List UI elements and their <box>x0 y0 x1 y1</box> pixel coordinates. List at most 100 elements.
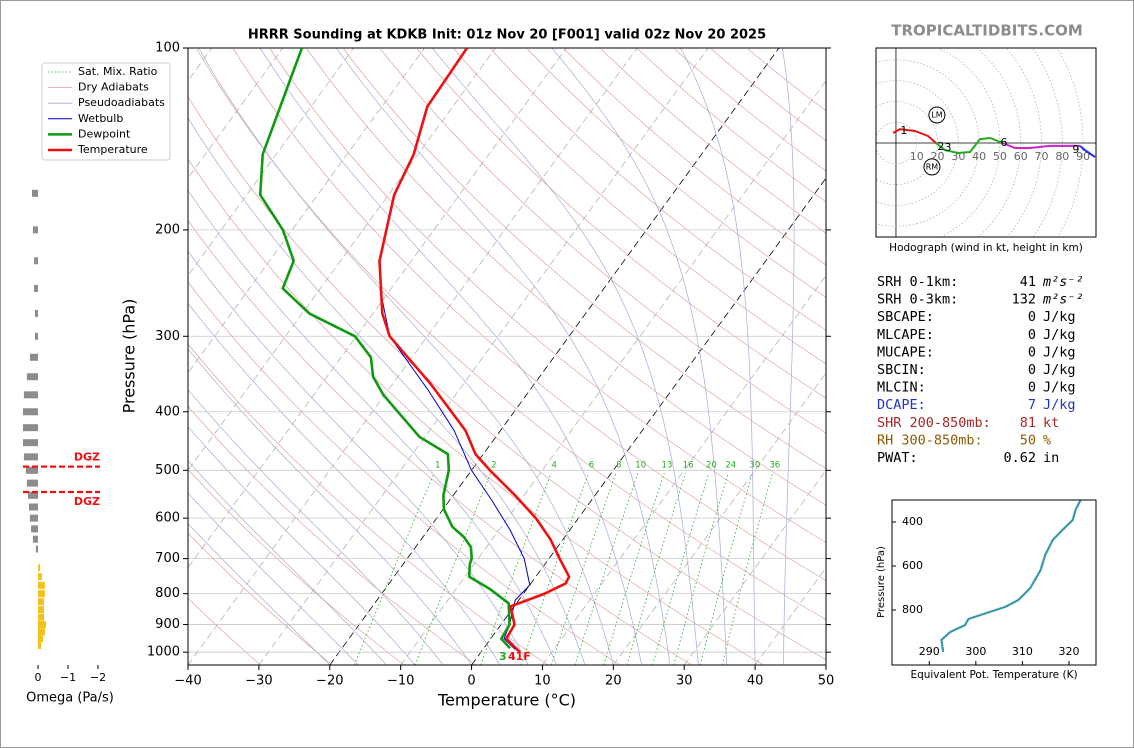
omega-bar <box>38 635 44 643</box>
index-label: SRH 0-1km: <box>877 274 958 290</box>
hodo-height-label: 6 <box>1000 136 1007 149</box>
storm-motion-marker <box>928 106 946 124</box>
omega-bar <box>26 479 38 487</box>
omega-bar <box>23 391 38 399</box>
omega-bar <box>34 257 38 265</box>
dry-adiabat <box>453 48 826 365</box>
omega-bar <box>26 466 38 474</box>
pseudoadiabat <box>188 460 387 665</box>
legend-label: Dewpoint <box>78 127 131 140</box>
index-value: 7 <box>1028 397 1036 413</box>
x-axis-label: Temperature (°C) <box>437 691 576 710</box>
y-axis-label: Pressure (hPa) <box>876 546 887 618</box>
index-value: 50 <box>1020 432 1036 448</box>
pseudoadiabat <box>188 523 331 665</box>
omega-bar <box>32 535 38 543</box>
omega-bar <box>38 598 44 606</box>
dry-adiabat <box>188 532 333 665</box>
pseudoadiabat <box>680 48 756 665</box>
hodo-trace <box>935 136 1004 155</box>
index-value: 0 <box>1028 380 1036 396</box>
index-label: SHR 200-850mb: <box>877 415 991 431</box>
hodo-ring-label: 80 <box>1055 150 1069 163</box>
pseudoadiabat <box>336 48 671 665</box>
x-tick-label: 290 <box>919 645 940 658</box>
index-label: DCAPE: <box>877 397 926 413</box>
x-axis-label: Omega (Pa/s) <box>26 691 114 706</box>
index-label: SBCAPE: <box>877 309 934 325</box>
index-value: 0 <box>1028 362 1036 378</box>
dry-adiabat <box>490 48 826 331</box>
omega-bar <box>35 332 38 340</box>
hodo-trace <box>1079 145 1096 158</box>
legend-label: Pseudoadiabats <box>78 96 165 109</box>
index-label: SRH 0-3km: <box>877 292 958 308</box>
x-tick-label: 30 <box>676 674 693 689</box>
hodo-ring <box>1032 48 1063 237</box>
index-value: 132 <box>1012 292 1036 308</box>
index-unit: J/kg <box>1043 362 1076 378</box>
omega-bar <box>38 642 41 650</box>
omega-bar <box>38 581 45 589</box>
omega-bar <box>38 621 47 629</box>
omega-bar <box>38 573 42 581</box>
pseudoadiabat <box>188 189 557 665</box>
hodo-trace <box>1002 142 1080 149</box>
dry-adiabat <box>527 48 826 298</box>
hodo-ring <box>976 48 1021 237</box>
mixing-ratio-label: 20 <box>706 461 717 471</box>
dry-adiabat <box>188 219 692 665</box>
omega-bar <box>34 284 38 292</box>
hodo-trace <box>892 128 937 144</box>
y-tick-label: 100 <box>155 41 180 56</box>
x-tick-label: 20 <box>605 674 622 689</box>
mixing-ratio-label: 13 <box>662 461 673 471</box>
y-axis-label: Pressure (hPa) <box>120 299 139 414</box>
dgz-label: DGZ <box>74 495 100 508</box>
dry-adiabat <box>196 48 826 620</box>
index-value: 41 <box>1020 274 1036 290</box>
mixing-ratio-label: 16 <box>683 461 694 471</box>
x-axis-label: Equivalent Pot. Temperature (K) <box>910 669 1077 681</box>
y-tick-label: 900 <box>155 617 180 632</box>
mixing-ratio-label: 6 <box>589 461 594 471</box>
pseudoadiabat <box>188 389 444 665</box>
dry-adiabat <box>416 48 826 399</box>
omega-bar <box>38 628 45 636</box>
omega-bar <box>29 353 38 361</box>
y-tick-label: 300 <box>155 329 180 344</box>
x-tick-label: 300 <box>965 645 986 658</box>
hodo-ring-label: 50 <box>993 150 1007 163</box>
isotherm <box>329 48 780 665</box>
x-tick-label: −2 <box>90 671 106 684</box>
profile-line <box>258 48 511 650</box>
mixing-ratio-line <box>521 472 589 665</box>
hodo-ring <box>1005 48 1042 237</box>
isotherm <box>188 48 567 569</box>
x-tick-label: 0 <box>35 671 42 684</box>
mixing-ratio-label: 2 <box>491 461 496 471</box>
omega-bar <box>29 503 38 511</box>
hodo-ring-label: 40 <box>972 150 986 163</box>
index-value: 81 <box>1020 415 1036 431</box>
x-tick-label: −40 <box>174 674 201 689</box>
pseudoadiabat <box>259 48 643 665</box>
mixing-ratio-line <box>550 472 617 665</box>
index-label: MLCAPE: <box>877 327 934 343</box>
x-tick-label: 0 <box>467 674 475 689</box>
index-value: 0 <box>1028 327 1036 343</box>
mixing-ratio-line <box>699 472 753 665</box>
hodo-ring <box>876 121 918 165</box>
y-tick-label: 600 <box>155 511 180 526</box>
y-tick-label: 500 <box>155 463 180 478</box>
pseudoadiabat <box>198 48 614 665</box>
hodo-ring <box>1056 48 1084 237</box>
omega-bar <box>38 613 44 621</box>
omega-bar <box>26 373 38 381</box>
hodo-height-label: 9 <box>1072 143 1079 156</box>
isotherm <box>188 48 638 665</box>
isotherm <box>542 274 826 665</box>
theta-e-line <box>940 499 1082 653</box>
index-unit: J/kg <box>1043 309 1076 325</box>
y-tick-label: 600 <box>902 559 923 572</box>
